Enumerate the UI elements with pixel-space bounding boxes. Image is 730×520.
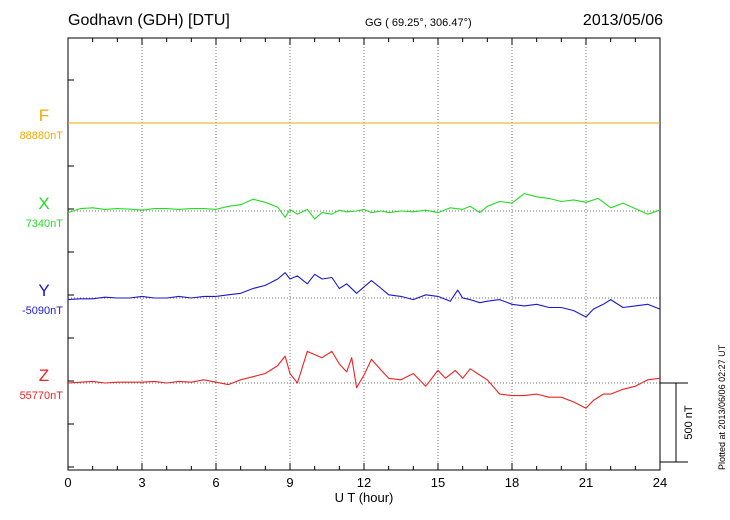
- scale-bar: 500 nT: [660, 382, 695, 463]
- x-tick-label: 0: [64, 475, 71, 490]
- x-tick-label: 3: [138, 475, 145, 490]
- series-name-y: Y: [38, 281, 49, 300]
- coordinates-label: GG ( 69.25°, 306.47°): [365, 17, 472, 29]
- grid: [141, 38, 587, 470]
- series-baseline-z: 55770nT: [20, 390, 64, 402]
- x-tick-label: 15: [431, 475, 445, 490]
- series-name-z: Z: [39, 366, 49, 385]
- series-line-z: [67, 350, 661, 409]
- station-title: Godhavn (GDH) [DTU]: [68, 12, 230, 29]
- x-tick-label: 18: [505, 475, 519, 490]
- x-tick-label: 9: [286, 475, 293, 490]
- series-name-x: X: [38, 194, 49, 213]
- series-line-y: [67, 272, 661, 318]
- date-label: 2013/05/06: [582, 12, 663, 29]
- x-tick-label: 6: [212, 475, 219, 490]
- series: F 88880nT X 7340nT Y -5090nT Z 55770nT: [20, 106, 661, 409]
- series-baseline-y: -5090nT: [22, 305, 63, 317]
- x-tick-label: 21: [579, 475, 593, 490]
- x-tick-label: 24: [653, 475, 667, 490]
- series-name-f: F: [39, 106, 49, 125]
- series-baseline-f: 88880nT: [20, 130, 64, 142]
- series-baseline-x: 7340nT: [26, 218, 64, 230]
- series-line-x: [67, 193, 661, 220]
- scale-bar-label: 500 nT: [683, 405, 695, 440]
- x-axis-label: U T (hour): [335, 490, 394, 505]
- x-tick-label: 12: [357, 475, 371, 490]
- ticks: 0 3 6 9 12 15 18 21 24: [64, 38, 667, 490]
